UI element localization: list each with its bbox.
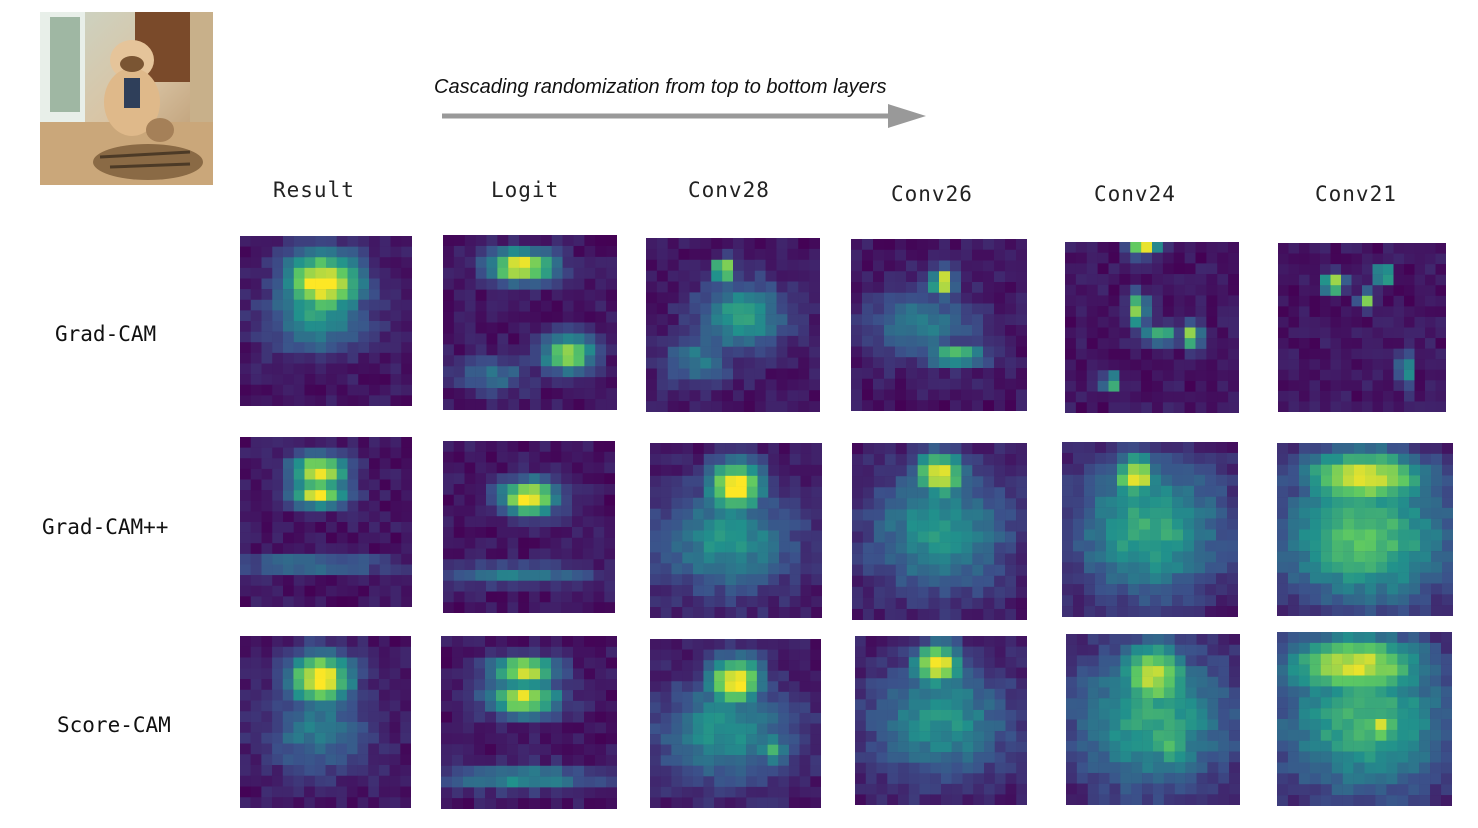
column-label-conv26: Conv26 xyxy=(891,182,973,206)
heatmap-grad-cam-plus-plus-conv24 xyxy=(1062,442,1238,617)
heatmap-grad-cam-plus-plus-logit xyxy=(443,441,615,613)
caption: Cascading randomization from top to bott… xyxy=(434,76,887,98)
heatmap-grad-cam-conv28 xyxy=(646,238,820,412)
column-label-result: Result xyxy=(273,178,355,202)
heatmap-score-cam-conv24 xyxy=(1066,634,1240,805)
column-label-conv21: Conv21 xyxy=(1315,182,1397,206)
row-label-grad-cam-plus-plus: Grad-CAM++ xyxy=(42,515,169,539)
dog-and-cat-photo-icon xyxy=(40,12,213,185)
heatmap-grad-cam-result xyxy=(240,236,412,406)
heatmap-score-cam-logit xyxy=(441,636,617,809)
heatmap-grad-cam-conv26 xyxy=(851,239,1027,411)
heatmap-grad-cam-plus-plus-conv26 xyxy=(852,443,1027,620)
heatmap-score-cam-conv28 xyxy=(650,639,821,808)
column-label-logit: Logit xyxy=(491,178,560,202)
heatmap-grad-cam-plus-plus-conv28 xyxy=(650,443,822,618)
heatmap-grad-cam-conv24 xyxy=(1065,242,1239,413)
column-label-conv28: Conv28 xyxy=(688,178,770,202)
row-label-score-cam: Score-CAM xyxy=(57,713,171,737)
heatmap-grad-cam-logit xyxy=(443,235,617,410)
input-photo xyxy=(40,12,213,185)
heatmap-score-cam-result xyxy=(240,636,411,808)
column-label-conv24: Conv24 xyxy=(1094,182,1176,206)
row-label-grad-cam: Grad-CAM xyxy=(55,322,157,346)
right-arrow-icon xyxy=(442,104,926,128)
heatmap-score-cam-conv21 xyxy=(1277,632,1452,806)
heatmap-score-cam-conv26 xyxy=(855,636,1027,805)
heatmap-grad-cam-conv21 xyxy=(1278,243,1446,412)
heatmap-grad-cam-plus-plus-result xyxy=(240,437,412,607)
heatmap-grad-cam-plus-plus-conv21 xyxy=(1277,443,1453,616)
